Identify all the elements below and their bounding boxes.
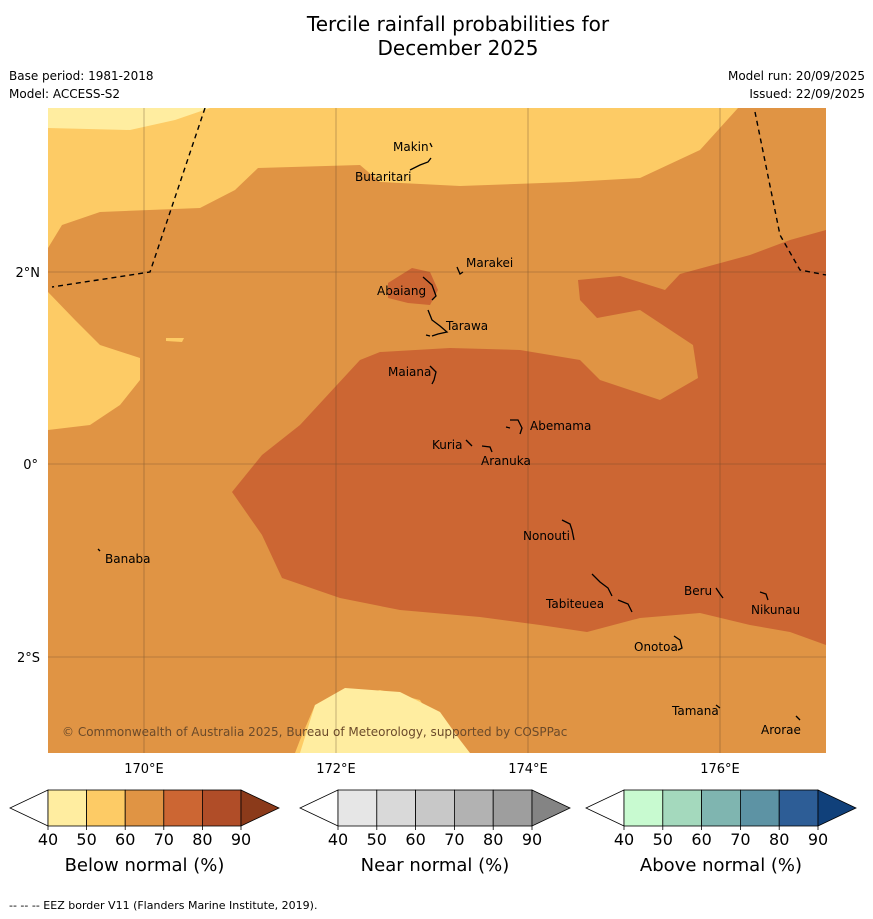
colorbar-extend-high [240,789,280,827]
colorbar-segment [47,789,87,827]
model-name: Model: ACCESS-S2 [9,87,121,101]
place-nikunau: Nikunau [751,603,800,617]
colorbar-extend-high [531,789,571,827]
colorbar-segment [453,789,494,827]
colorbar-segment [662,789,702,827]
colorbar-tick-label: 70 [154,830,174,849]
lat-label-2n: 2°N [16,266,41,281]
graticule [48,108,826,753]
eez-border [51,108,826,288]
colorbar-extend-low [9,789,49,827]
colorbar-label: Near normal (%) [361,855,510,876]
base-period: Base period: 1981-2018 [9,69,154,83]
colorbar-extend-low [585,789,625,827]
colorbar-tick-label: 50 [367,830,387,849]
title-line-1: Tercile rainfall probabilities for [306,12,610,36]
colorbar-segment [623,789,664,827]
colorbar-extend-high [817,789,857,827]
colorbar-segment [201,789,242,827]
place-arorae: Arorae [761,723,801,737]
lat-label-2s: 2°S [17,651,40,666]
place-maiana: Maiana [388,365,431,379]
place-kuria: Kuria [432,438,463,452]
colorbar-tick-label: 70 [444,830,464,849]
island-outlines [97,142,801,721]
colorbar-segment [86,789,126,827]
place-tabiteuea: Tabiteuea [545,597,604,611]
latitude-labels: 2°N 0° 2°S [16,266,41,666]
place-banaba: Banaba [105,552,151,566]
colorbar-tick-label: 90 [808,830,828,849]
lat-label-0: 0° [23,458,38,473]
shade-40-50-south [300,688,470,753]
shade-40-50-north [48,108,210,130]
colorbar-tick-label: 60 [115,830,135,849]
colorbar-below-normal: 40 50 60 70 80 90 Below normal (%) [9,789,280,876]
colorbar-label: Above normal (%) [640,855,802,876]
colorbar-tick-label: 50 [76,830,96,849]
colorbar-segment [124,789,165,827]
colorbar-tick-label: 40 [328,830,348,849]
longitude-labels: 170°E 172°E 174°E 176°E [124,762,740,777]
colorbar-label: Below normal (%) [65,855,225,876]
place-tamana: Tamana [671,704,719,718]
place-tarawa: Tarawa [445,319,488,333]
colorbar-tick-label: 70 [730,830,750,849]
colorbar-tick-label: 40 [614,830,634,849]
colorbar-tick-label: 90 [522,830,542,849]
colorbar-segment [163,789,203,827]
place-butaritari: Butaritari [355,170,412,184]
colorbar-tick-label: 80 [192,830,212,849]
issued-date: Issued: 22/09/2025 [749,87,865,101]
shade-70-80-abaiang [388,268,438,305]
colorbar-segment [778,789,819,827]
colorbar-segment [376,789,416,827]
colorbar-near-normal: 40 50 60 70 80 90 Near normal (%) [299,789,571,876]
metadata-left: Base period: 1981-2018 Model: ACCESS-S2 [9,67,154,103]
colorbar-extend-low [299,789,339,827]
lon-label-172e: 172°E [316,762,356,777]
place-beru: Beru [684,584,712,598]
model-run: Model run: 20/09/2025 [727,69,865,83]
colorbar-segment [740,789,780,827]
shade-70-80 [232,230,826,645]
lon-label-170e: 170°E [124,762,164,777]
colorbar-tick-label: 40 [38,830,58,849]
colorbar-tick-label: 60 [405,830,425,849]
colorbar-segment [701,789,741,827]
shade-speck [166,338,184,342]
place-abemama: Abemama [530,419,591,433]
place-aranuka: Aranuka [481,454,531,468]
lon-label-176e: 176°E [700,762,740,777]
metadata-right: Model run: 20/09/2025 Issued: 22/09/2025 [728,67,865,103]
colorbar-segment [492,789,533,827]
colorbar-tick-label: 80 [483,830,503,849]
colorbar-tick-label: 50 [653,830,673,849]
colorbar-segment [415,789,455,827]
title-line-2: December 2025 [377,36,539,60]
colorbar-tick-label: 60 [691,830,711,849]
copyright-notice: © Commonwealth of Australia 2025, Bureau… [62,725,567,739]
place-nonouti: Nonouti [523,529,570,543]
place-marakei: Marakei [466,256,513,270]
lon-label-174e: 174°E [508,762,548,777]
colorbar-segment [337,789,378,827]
place-onotoa: Onotoa [634,640,678,654]
map-title: Tercile rainfall probabilities for Decem… [0,12,873,60]
place-abaiang: Abaiang [377,284,426,298]
probability-map: Makin Butaritari Marakei Abaiang Tarawa … [48,108,826,753]
place-makin: Makin [393,140,429,154]
colorbar-above-normal: 40 50 60 70 80 90 Above normal (%) [585,789,857,876]
colorbar-tick-label: 80 [769,830,789,849]
eez-legend-note: -- -- -- EEZ border V11 (Flanders Marine… [9,899,318,912]
place-labels: Makin Butaritari Marakei Abaiang Tarawa … [105,140,801,737]
colorbar-tick-label: 90 [231,830,251,849]
